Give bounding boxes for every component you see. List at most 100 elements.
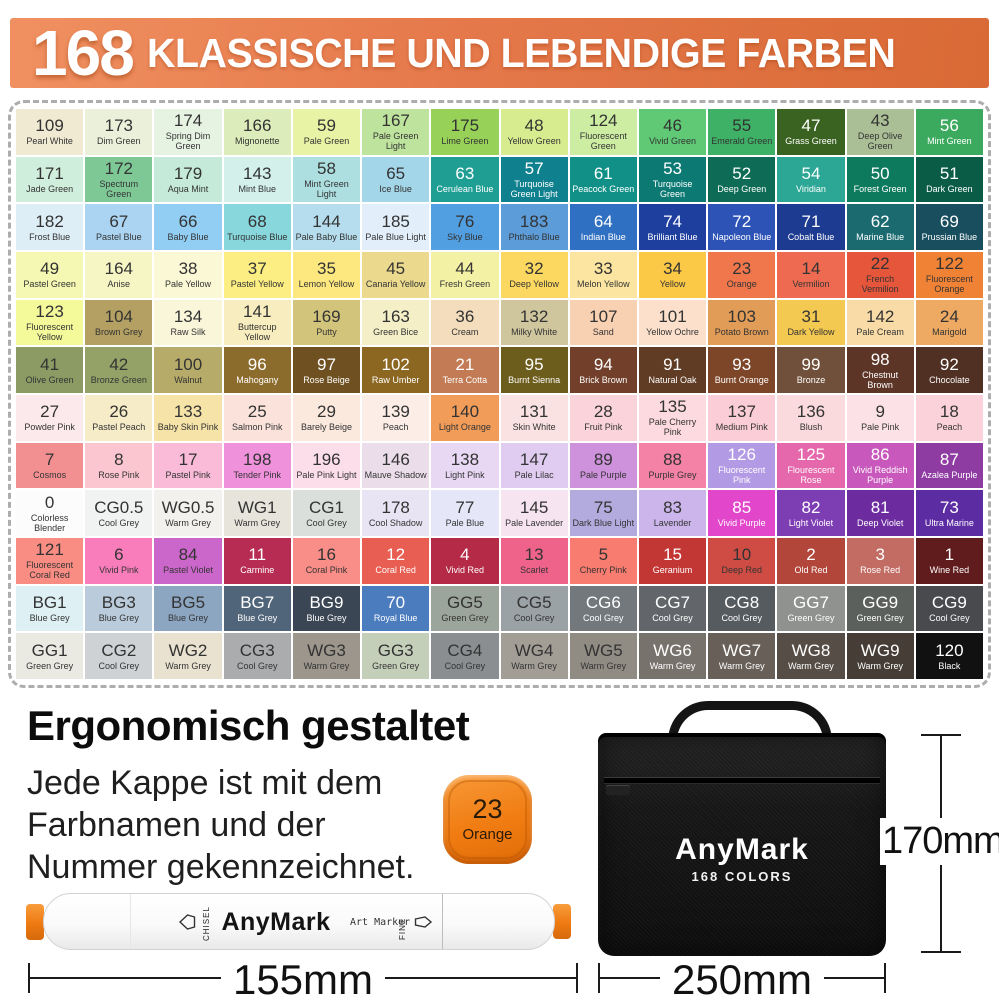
swatch-24: 24 Marigold — [915, 299, 983, 346]
swatch-172: 172 Spectrum Green — [85, 156, 153, 203]
swatch-name: Fluorescent Green — [579, 131, 627, 152]
swatch-number: 147 — [519, 450, 549, 470]
swatch-number: 97 — [316, 354, 336, 374]
swatch-number: 8 — [114, 450, 124, 470]
dimension-tick — [921, 734, 961, 736]
swatch-5: 5 Cherry Pink — [569, 538, 637, 584]
swatch-WG3: WG3 Warm Grey — [292, 633, 361, 679]
swatch-92: 92 Chocolate — [915, 347, 983, 393]
swatch-name: Dark Yellow — [787, 326, 835, 337]
swatch-name: Peacock Green — [572, 183, 635, 194]
swatch-number: 45 — [386, 259, 406, 279]
marker-length-dimension: 155mm — [28, 956, 578, 1000]
swatch-name: Green Grey — [856, 612, 904, 623]
swatch-85: 85 Vivid Purple — [708, 490, 776, 536]
swatch-number: 135 — [658, 397, 687, 417]
swatch-134: 134 Raw Silk — [154, 299, 222, 346]
swatch-number: 134 — [173, 307, 203, 327]
swatch-name: Cream — [451, 326, 479, 337]
swatch-169: 169 Putty — [292, 299, 361, 346]
swatch-GG9: GG9 Green Grey — [846, 585, 914, 632]
swatch-name: French Vermilion — [861, 274, 899, 295]
swatch-6: 6 Vivid Pink — [85, 538, 153, 584]
swatch-38: 38 Pale Yellow — [154, 252, 222, 298]
swatch-number: 169 — [312, 307, 341, 327]
swatch-number: WG3 — [307, 640, 346, 660]
swatch-name: Warm Grey — [857, 660, 903, 671]
swatch-number: 92 — [939, 354, 959, 374]
swatch-CG6: CG6 Cool Grey — [569, 585, 637, 632]
swatch-number: 102 — [381, 354, 410, 374]
swatch-name: Pale Lilac — [514, 469, 554, 480]
swatch-name: Ice Blue — [379, 183, 412, 194]
swatch-name: Dark Blue Light — [572, 517, 635, 528]
swatch-name: Cool Grey — [583, 612, 624, 623]
swatch-number: WG2 — [168, 640, 208, 660]
swatch-15: 15 Geranium — [638, 538, 707, 584]
swatch-number: 2 — [806, 545, 816, 565]
swatch-name: Dark Green — [926, 183, 973, 194]
bag-zipper-pull — [606, 785, 630, 795]
swatch-name: Pale Blue Light — [365, 231, 426, 242]
swatch-9: 9 Pale Pink — [846, 395, 914, 441]
swatch-CG7: CG7 Cool Grey — [638, 585, 707, 632]
swatch-name: Orange — [726, 279, 757, 290]
color-count: 168 — [32, 17, 135, 89]
swatch-number: 74 — [663, 211, 682, 231]
swatch-name: Ultra Marine — [924, 517, 974, 528]
swatch-62: 62 Marine Blue — [846, 204, 914, 250]
swatch-88: 88 Purple Grey — [638, 442, 707, 489]
swatch-137: 137 Medium Pink — [708, 395, 776, 441]
swatch-68: 68 Turquoise Blue — [223, 204, 291, 250]
swatch-name: Pale Green — [303, 136, 350, 147]
swatch-number: 137 — [727, 402, 756, 422]
swatch-name: Potato Brown — [714, 326, 769, 337]
swatch-83: 83 Lavender — [638, 490, 707, 536]
swatch-number: 100 — [173, 354, 203, 374]
swatch-name: Mauve Shadow — [364, 469, 427, 480]
swatch-14: 14 Vermilion — [777, 252, 845, 298]
swatch-name: Warm Grey — [718, 660, 765, 671]
swatch-name: Warm Grey — [788, 660, 834, 671]
swatch-16: 16 Coral Pink — [292, 538, 361, 584]
cap-ring — [448, 780, 527, 859]
swatch-number: 183 — [519, 211, 549, 231]
chisel-label: CHISEL — [202, 906, 211, 941]
swatch-44: 44 Fresh Green — [431, 252, 499, 298]
swatch-GG1: GG1 Green Grey — [16, 633, 84, 679]
swatch-name: Aqua Mint — [167, 183, 209, 194]
swatch-name: Old Red — [794, 565, 828, 576]
swatch-name: Mignonette — [234, 136, 280, 147]
swatch-number: 4 — [460, 545, 470, 565]
swatch-name: Peach — [382, 422, 409, 433]
swatch-name: Vivid Red — [445, 565, 485, 576]
swatch-number: 11 — [248, 545, 267, 565]
swatch-122: 122 Fluorescent Orange — [915, 252, 983, 298]
swatch-name: Vivid Reddish Purple — [852, 464, 908, 485]
swatch-number: 95 — [524, 354, 544, 374]
swatch-number: 43 — [870, 111, 890, 131]
swatch-number: 120 — [935, 640, 964, 660]
swatch-number: 84 — [178, 545, 198, 565]
swatch-number: 171 — [35, 164, 64, 184]
swatch-number: 107 — [589, 307, 618, 327]
swatch-name: Black — [938, 660, 961, 671]
swatch-name: Vermilion — [792, 279, 830, 290]
swatch-131: 131 Skin White — [500, 395, 568, 441]
swatch-number: 123 — [35, 301, 64, 321]
swatch-name: Green Grey — [26, 660, 74, 671]
swatch-name: Pale Yellow — [165, 279, 212, 290]
swatch-name: Scarlet — [520, 565, 549, 576]
dimension-tick — [576, 963, 578, 993]
swatch-121: 121 Fluorescent Coral Red — [16, 538, 84, 584]
swatch-66: 66 Baby Blue — [154, 204, 222, 250]
swatch-name: Peach — [936, 422, 963, 433]
swatch-63: 63 Cerulean Blue — [431, 156, 499, 203]
cap-swatch-orange: 23 Orange — [443, 775, 532, 864]
swatch-number: 99 — [801, 354, 821, 374]
swatch-52: 52 Deep Green — [708, 156, 776, 203]
swatch-CG0.5: CG0.5 Cool Grey — [85, 490, 153, 536]
swatch-125: 125 Flourescent Rose — [777, 442, 845, 489]
swatch-0: 0 Colorless Blender — [16, 490, 84, 536]
swatch-CG9: CG9 Cool Grey — [915, 585, 983, 632]
